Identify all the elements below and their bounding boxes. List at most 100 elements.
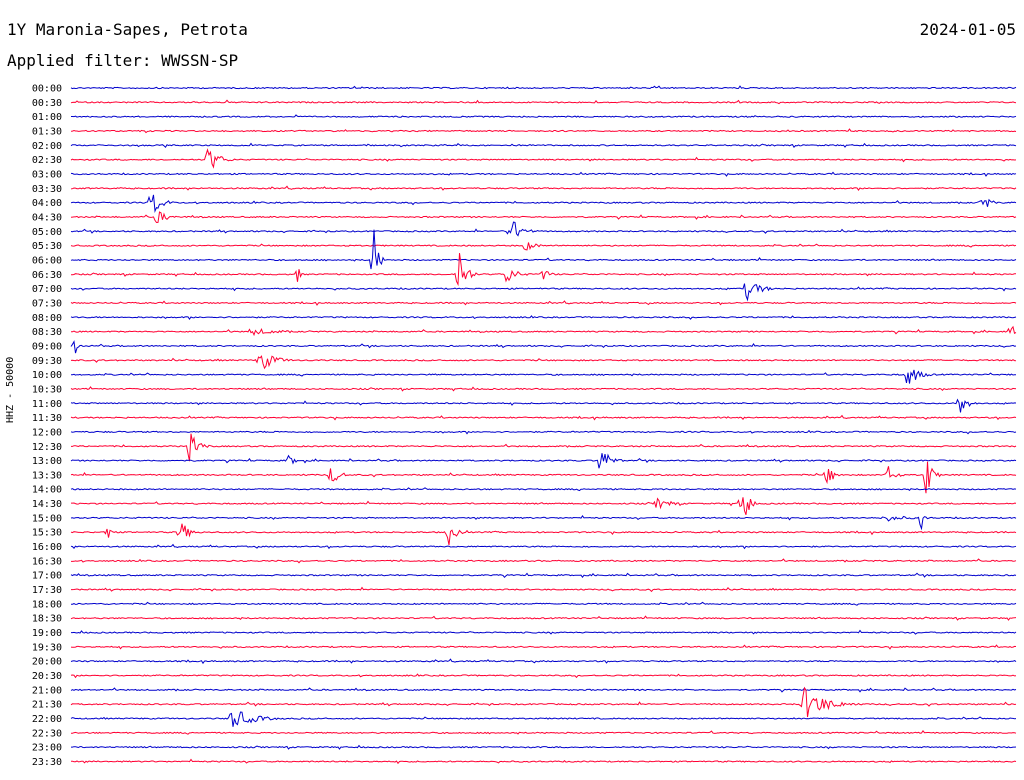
date-label: 2024-01-05 — [919, 20, 1016, 39]
trace-line — [70, 687, 1017, 693]
time-tick-label: 11:00 — [32, 399, 62, 410]
time-tick-label: 12:00 — [32, 427, 62, 438]
time-tick-label: 22:00 — [32, 714, 62, 725]
time-tick-label: 03:00 — [32, 169, 62, 180]
time-tick-label: 20:30 — [32, 671, 62, 682]
time-tick-label: 13:30 — [32, 470, 62, 481]
time-tick-label: 18:30 — [32, 614, 62, 625]
time-tick-label: 04:00 — [32, 198, 62, 209]
time-tick-label: 02:00 — [32, 141, 62, 152]
time-tick-label: 19:30 — [32, 642, 62, 653]
time-tick-label: 21:30 — [32, 700, 62, 711]
trace-line — [70, 211, 1017, 224]
time-tick-label: 18:00 — [32, 599, 62, 610]
time-tick-label: 03:30 — [32, 184, 62, 195]
time-tick-label: 09:00 — [32, 341, 62, 352]
trace-line — [70, 453, 1017, 469]
trace-line — [70, 148, 1017, 169]
trace-line — [70, 171, 1017, 177]
time-tick-label: 17:00 — [32, 571, 62, 582]
time-tick-label: 01:00 — [32, 112, 62, 123]
time-tick-label: 11:30 — [32, 413, 62, 424]
time-tick-label: 00:00 — [32, 84, 62, 95]
time-tick-label: 08:30 — [32, 327, 62, 338]
time-tick-label: 19:00 — [32, 628, 62, 639]
trace-line — [70, 543, 1017, 550]
time-tick-label: 10:00 — [32, 370, 62, 381]
time-tick-label: 15:30 — [32, 528, 62, 539]
filter-label: Applied filter: WWSSN-SP — [7, 51, 239, 70]
trace-line — [70, 572, 1017, 579]
time-tick-label: 05:00 — [32, 227, 62, 238]
time-tick-label: 02:30 — [32, 155, 62, 166]
station-title: 1Y Maronia-Sapes, Petrota — [7, 20, 248, 39]
trace-line — [71, 744, 1017, 750]
trace-line — [71, 433, 1017, 462]
trace-line — [70, 369, 1017, 384]
trace-line — [71, 558, 1017, 564]
trace-line — [70, 644, 1017, 650]
trace-line — [70, 729, 1017, 735]
time-tick-label: 21:00 — [32, 685, 62, 696]
trace-line — [70, 601, 1017, 606]
trace-line — [70, 242, 1017, 251]
trace-line — [70, 429, 1017, 435]
trace-line — [70, 229, 1017, 270]
time-tick-label: 14:00 — [32, 485, 62, 496]
trace-line — [70, 461, 1017, 494]
time-tick-label: 09:30 — [32, 356, 62, 367]
trace-line — [70, 414, 1017, 421]
trace-line — [70, 325, 1017, 337]
time-tick-label: 04:30 — [32, 212, 62, 223]
time-tick-label: 13:00 — [32, 456, 62, 467]
time-tick-label: 22:30 — [32, 728, 62, 739]
time-tick-label: 16:30 — [32, 556, 62, 567]
time-tick-label: 15:00 — [32, 513, 62, 524]
trace-line — [70, 658, 1017, 665]
trace-line — [70, 300, 1017, 306]
trace-line — [70, 398, 1017, 413]
trace-line — [71, 758, 1017, 765]
trace-line — [70, 523, 1017, 546]
trace-line — [70, 85, 1017, 90]
time-tick-label: 10:30 — [32, 384, 62, 395]
trace-line — [71, 586, 1017, 593]
trace-line — [70, 253, 1016, 287]
time-tick-label: 01:30 — [32, 126, 62, 137]
trace-line — [70, 487, 1017, 492]
trace-line — [70, 283, 1017, 302]
time-tick-label: 17:30 — [32, 585, 62, 596]
trace-line — [70, 128, 1017, 134]
trace-line — [70, 185, 1017, 191]
time-tick-label: 20:00 — [32, 657, 62, 668]
time-tick-label: 14:30 — [32, 499, 62, 510]
time-tick-label: 05:30 — [32, 241, 62, 252]
time-tick-label: 07:00 — [32, 284, 62, 295]
trace-line — [70, 711, 1017, 727]
time-tick-label: 00:30 — [32, 98, 62, 109]
trace-line — [70, 615, 1017, 621]
trace-line — [71, 629, 1017, 635]
time-tick-label: 06:00 — [32, 255, 62, 266]
trace-line — [70, 386, 1017, 392]
trace-line — [70, 99, 1017, 105]
time-tick-label: 23:30 — [32, 757, 62, 768]
trace-line — [70, 355, 1017, 370]
trace-line — [70, 686, 1017, 718]
trace-line — [70, 515, 1017, 531]
trace-line — [70, 315, 1017, 320]
trace-line — [70, 340, 1017, 354]
time-tick-label: 23:00 — [32, 743, 62, 754]
time-tick-label: 08:00 — [32, 313, 62, 324]
time-tick-label: 16:00 — [32, 542, 62, 553]
trace-line — [71, 497, 1017, 515]
time-tick-label: 12:30 — [32, 442, 62, 453]
trace-line — [70, 221, 1017, 237]
trace-line — [70, 142, 1017, 149]
time-tick-label: 07:30 — [32, 298, 62, 309]
time-tick-label: 06:30 — [32, 270, 62, 281]
trace-line — [70, 673, 1017, 679]
trace-line — [70, 194, 1017, 213]
trace-line — [71, 114, 1017, 118]
